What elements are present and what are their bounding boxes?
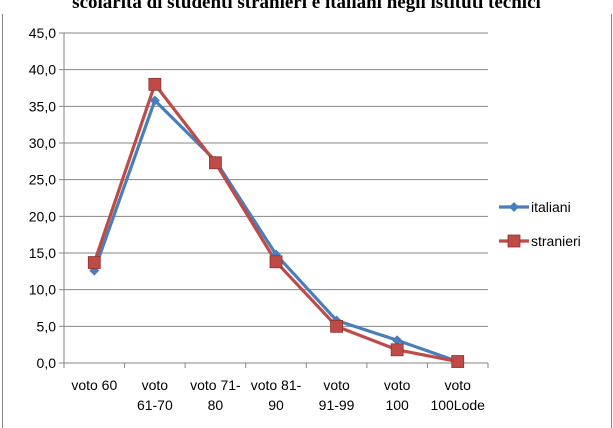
x-tick-label: voto 71- [190, 377, 241, 393]
data-point-stranieri [148, 77, 162, 91]
x-tick-label: voto 81- [251, 377, 302, 393]
x-tick-label: voto 60 [71, 377, 117, 393]
data-point-stranieri [390, 343, 404, 357]
legend-marker-italiani [509, 202, 519, 212]
data-point-stranieri [330, 319, 343, 333]
legend-label-stranieri: stranieri [531, 233, 581, 249]
chart-frame [2, 14, 612, 428]
x-tick-label: 61-70 [137, 397, 173, 413]
y-tick-label: 25,0 [29, 172, 56, 188]
y-tick-label: 35,0 [29, 98, 56, 114]
series-line-italiani [92, 98, 459, 364]
y-tick-label: 30,0 [29, 135, 56, 151]
y-tick-label: 10,0 [29, 282, 56, 298]
x-tick-label: 90 [268, 397, 284, 413]
page-title: scolarità di studenti stranieri e italia… [72, 0, 541, 13]
data-point-italiani [149, 95, 160, 106]
x-tick-label: 91-99 [319, 397, 355, 413]
data-point-stranieri [87, 256, 101, 269]
x-tick-label: voto [142, 377, 169, 393]
y-tick-label: 15,0 [29, 245, 56, 261]
legend-marker-stranieri [507, 234, 521, 248]
legend-label-italiani: italiani [531, 199, 571, 215]
x-tick-label: voto [323, 377, 350, 393]
y-tick-label: 5,0 [37, 318, 57, 334]
data-point-stranieri [269, 255, 283, 269]
data-point-italiani [392, 335, 403, 346]
y-tick-label: 20,0 [29, 208, 56, 224]
y-tick-label: 0,0 [37, 355, 57, 371]
x-tick-label: 100 [385, 397, 409, 413]
x-tick-label: 80 [208, 397, 224, 413]
data-point-italiani [271, 249, 281, 260]
x-tick-label: voto [444, 377, 471, 393]
series-line-stranieri [92, 82, 459, 364]
data-point-stranieri [209, 156, 222, 170]
x-tick-label: voto [384, 377, 411, 393]
x-tick-label: 100Lode [430, 397, 485, 413]
y-tick-label: 40,0 [29, 62, 56, 78]
y-tick-label: 45,0 [29, 25, 56, 41]
data-point-stranieri [451, 355, 465, 368]
